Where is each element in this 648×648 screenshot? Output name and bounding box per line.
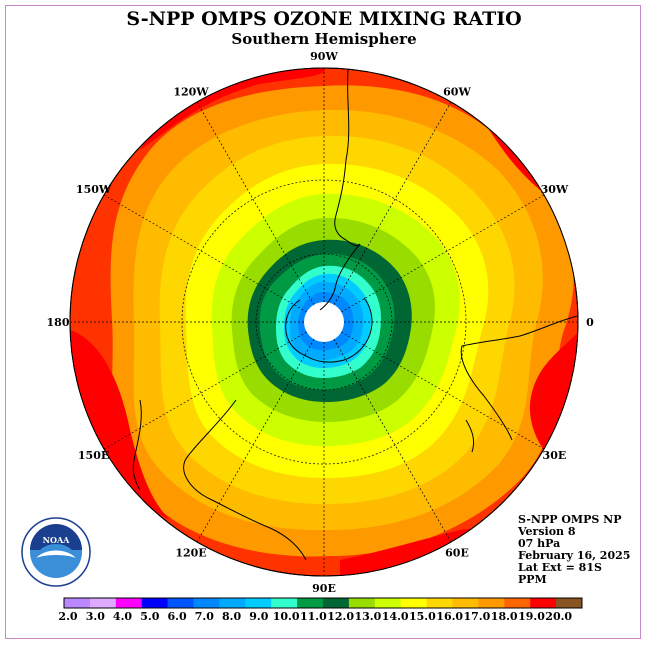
colorbar-border [63,597,583,609]
longitude-label: 150W [76,183,112,196]
colorbar-tick-label: 14.0 [382,610,409,623]
longitude-label: 180 [47,316,70,329]
longitude-label: 90W [310,50,338,63]
longitude-label: 90E [312,582,336,595]
colorbar-swatch [297,598,324,608]
colorbar-swatch [323,598,350,608]
longitude-labels: 0 30E 60E 90E 120E 150E 180 150W 120W 90W 60W 30W [47,50,595,595]
longitude-label: 0 [586,316,594,329]
meridian-line [103,194,307,313]
colorbar-tick-label: 17.0 [464,610,491,623]
colorbar-swatch [271,598,298,608]
colorbar-swatch [167,598,194,608]
colorbar-tick-label: 18.0 [491,610,518,623]
meridian-grid [70,68,578,576]
map-title: S-NPP OMPS OZONE MIXING RATIO [126,8,522,30]
colorbar-tick-label: 4.0 [113,610,132,623]
longitude-label: 30W [541,183,569,196]
info-units: PPM [518,573,547,586]
info-level: 07 hPa [518,537,561,550]
coast-africa [460,315,578,441]
meridian-line [341,194,545,313]
meridian-line [196,101,315,305]
meridian-line [333,339,452,543]
colorbar-tick-label: 7.0 [195,610,214,623]
coast-new-zealand [132,399,142,491]
colorbar-tick-label: 15.0 [409,610,436,623]
coast-antarctica [285,297,373,363]
colorbar-swatch [89,598,117,608]
colorbar-swatch [400,598,427,608]
longitude-label: 150E [78,449,109,462]
colorbar-swatch [64,598,91,608]
colorbar-swatch [348,598,376,608]
colorbar: 2.0 3.0 4.0 5.0 6.0 7.0 8.0 9.0 10.0 11.0 12.0 13.0… [58,597,583,623]
page-frame [5,5,641,639]
colorbar-swatch [478,598,505,608]
longitude-label: 30E [543,449,567,462]
colorbar-tick-label: 12.0 [327,610,354,623]
meridian-line [103,331,307,450]
longitude-label: 120W [173,86,209,99]
colorbar-tick-label: 10.0 [273,610,300,623]
colorbar-tick-label: 20.0 [545,610,572,623]
longitude-label: 120E [175,546,206,559]
coast-antarctic-peninsula [319,243,361,311]
colorbar-swatch [452,598,479,608]
meridian-line [333,101,452,305]
colorbar-swatch [374,598,401,608]
info-version: Version 8 [518,525,576,538]
pole-mask [304,302,344,342]
longitude-label: 60W [443,86,471,99]
noaa-logo: NOAA [21,517,91,587]
colorbar-tick-label: 8.0 [222,610,241,623]
longitude-label: 60E [445,546,469,559]
map-subtitle: Southern Hemisphere [231,30,417,48]
colorbar-swatch [115,598,142,608]
colorbar-swatch [556,598,583,608]
info-panel: S-NPP OMPS NP Version 8 07 hPa February … [518,514,630,586]
colorbar-tick-label: 5.0 [140,610,159,623]
colorbar-tick-label: 19.0 [518,610,545,623]
coastlines [132,69,578,561]
max-lobe-west [70,330,170,520]
colorbar-tick-label: 9.0 [249,610,268,623]
meridian-line [196,339,315,543]
colorbar-tick-label: 2.0 [58,610,77,623]
colorbar-swatch [530,598,557,608]
coast-madagascar [465,419,475,453]
colorbar-swatch [426,598,453,608]
colorbar-swatch [245,598,272,608]
noaa-logo-text: NOAA [43,535,70,545]
meridian-line [341,331,545,450]
colorbar-tick-label: 3.0 [86,610,105,623]
colorbar-swatch [504,598,531,608]
colorbar-swatch [193,598,220,608]
colorbar-tick-label: 6.0 [168,610,187,623]
info-product: S-NPP OMPS NP [518,513,622,526]
info-date: February 16, 2025 [518,549,631,562]
coast-australia [183,399,307,561]
info-lat-ext: Lat Ext = 81S [518,561,602,574]
map-border [69,67,579,577]
colorbar-tick-label: 13.0 [355,610,382,623]
colorbar-tick-label: 16.0 [436,610,463,623]
coast-south-america [334,69,361,247]
colorbar-tick-label: 11.0 [300,610,327,623]
colorbar-swatch [219,598,246,608]
colorbar-swatch [141,598,168,608]
